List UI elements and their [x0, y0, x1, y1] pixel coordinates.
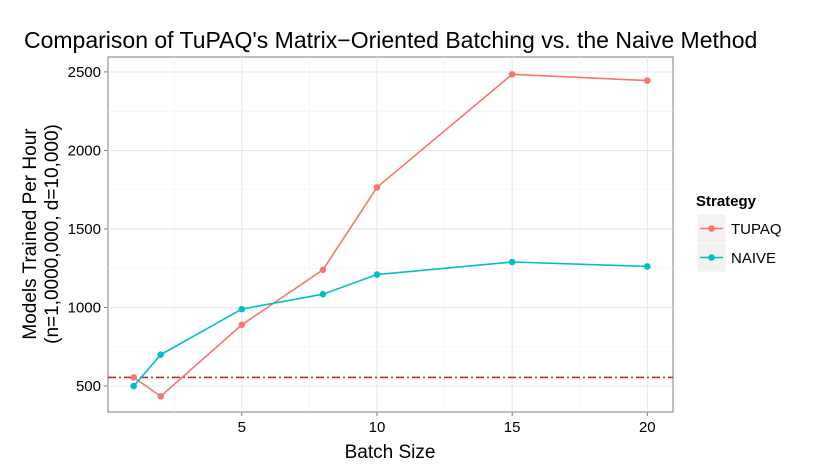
data-point-naive	[644, 263, 651, 270]
legend-label-naive: NAIVE	[731, 250, 776, 267]
y-tick-label: 500	[76, 378, 101, 395]
data-point-tupaq	[508, 70, 516, 78]
data-point-naive	[157, 351, 165, 358]
data-point-naive	[508, 258, 516, 266]
y-tick-label: 1500	[68, 221, 101, 238]
data-point-naive	[238, 305, 246, 313]
y-axis-title-line1: Models Trained Per Hour	[20, 128, 41, 340]
legend-point-tupaq	[708, 225, 715, 232]
x-tick-label: 20	[639, 419, 656, 436]
legend-label-tupaq: TUPAQ	[731, 221, 782, 238]
data-point-tupaq	[319, 266, 327, 274]
data-point-tupaq	[157, 392, 165, 400]
data-point-naive	[130, 382, 137, 390]
data-point-tupaq	[130, 374, 137, 381]
chart-title: Comparison of TuPAQ's Matrix−Oriented Ba…	[24, 27, 757, 53]
series-group	[130, 70, 651, 400]
legend: Strategy TUPAQ NAIVE	[696, 193, 782, 273]
x-axis-title: Batch Size	[345, 442, 436, 463]
grid	[108, 57, 673, 412]
x-tick-label: 10	[369, 419, 386, 436]
y-tick-label: 2000	[68, 142, 101, 159]
data-point-naive	[373, 271, 381, 278]
data-point-naive	[319, 290, 327, 298]
y-tick-label: 1000	[68, 300, 101, 317]
plot-panel	[107, 56, 674, 413]
data-point-tupaq	[644, 77, 651, 84]
data-point-tupaq	[373, 184, 381, 191]
x-tick-label: 15	[504, 419, 521, 436]
y-axis: 500 1000 1500 2000 2500	[68, 64, 108, 395]
legend-title: Strategy	[696, 193, 757, 210]
y-tick-label: 2500	[68, 64, 101, 81]
y-axis-title-line2: (n=1,0000,000, d=10,000)	[42, 124, 63, 344]
data-point-tupaq	[238, 321, 246, 329]
legend-point-naive	[708, 254, 715, 261]
x-tick-label: 5	[238, 419, 246, 436]
x-axis: 5 10 15 20	[238, 412, 656, 436]
